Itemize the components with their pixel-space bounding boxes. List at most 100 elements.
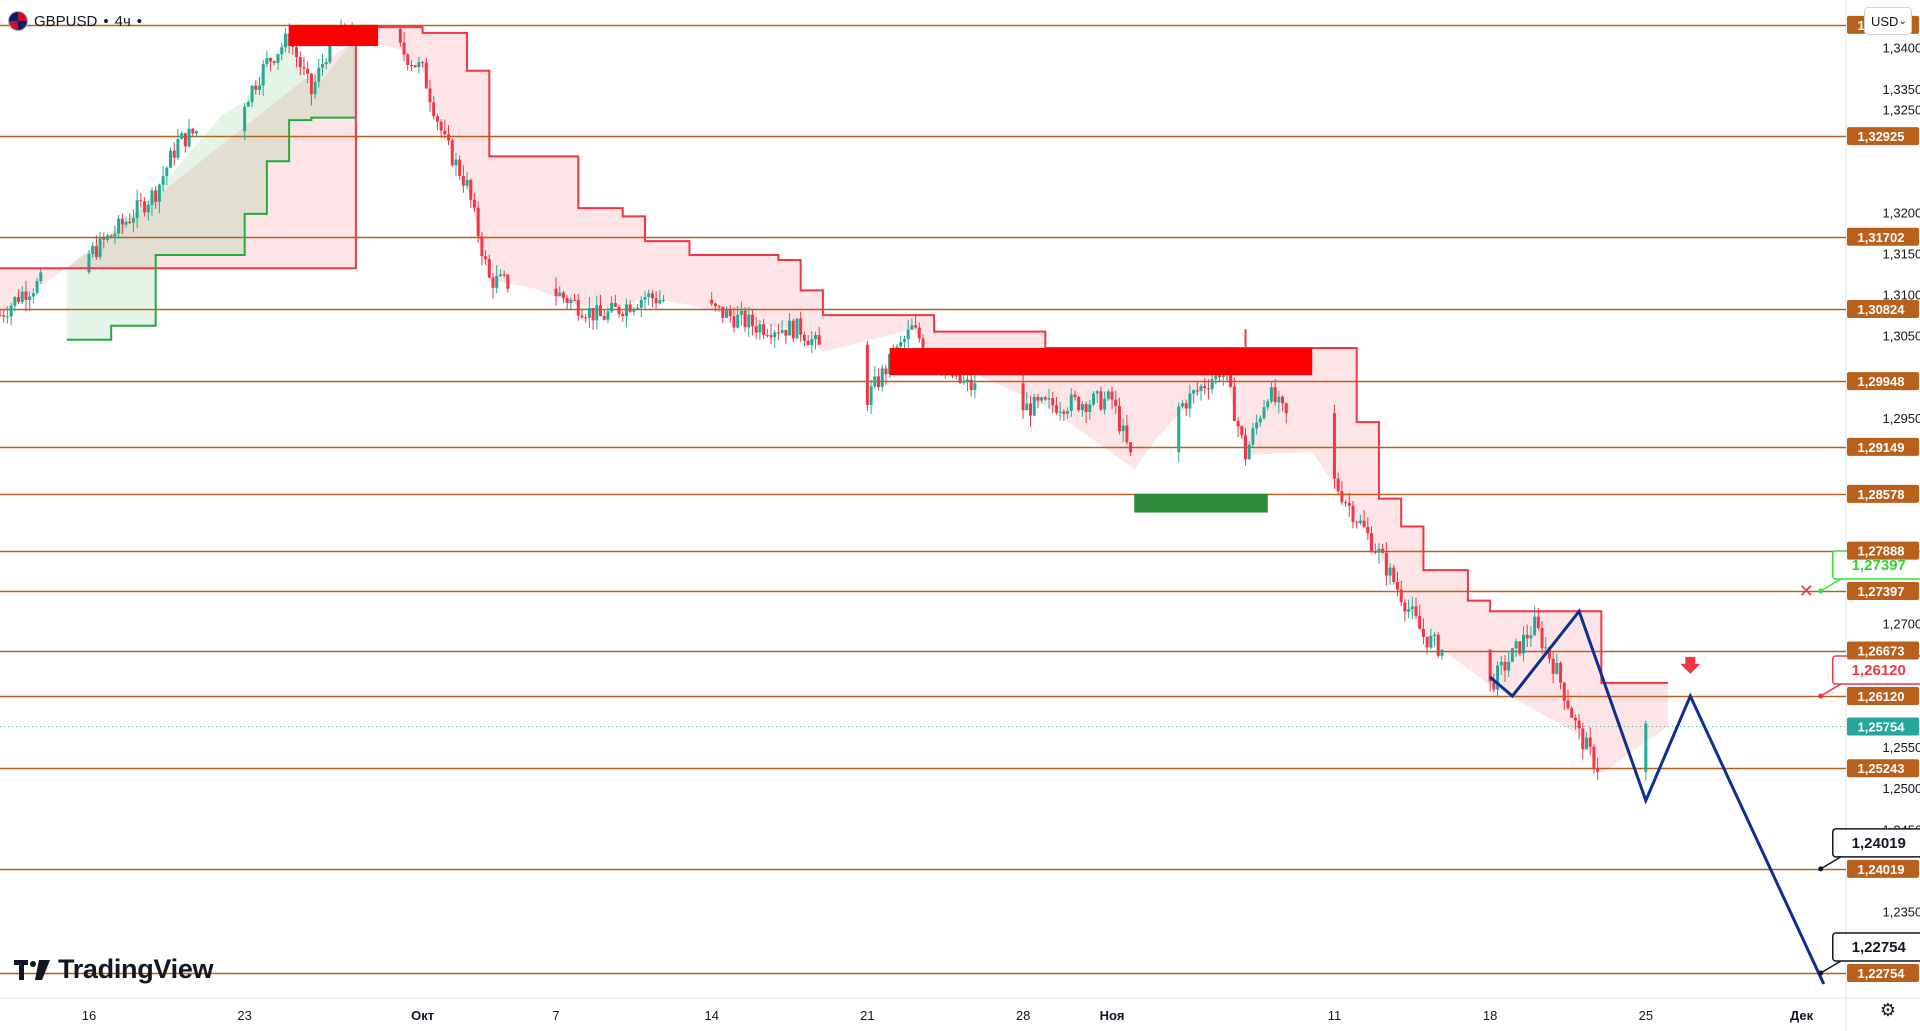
price-tick-label: 1,32000 [1883, 205, 1920, 220]
candle-body [906, 329, 910, 340]
candle-body [146, 204, 150, 213]
candle-body [283, 33, 287, 48]
candle-body [183, 133, 187, 147]
candle-body [428, 88, 432, 103]
candle-body [421, 62, 425, 64]
candle-body [1496, 665, 1500, 690]
candle-body [1266, 401, 1270, 408]
candle-body [914, 325, 918, 328]
candle-body [1232, 386, 1236, 421]
time-tick-label: 28 [1016, 1008, 1030, 1023]
candle-body [613, 303, 617, 307]
currency-select[interactable]: USD ⌄ [1864, 7, 1912, 35]
candle-body [1206, 388, 1210, 390]
candle-body [1551, 658, 1555, 674]
price-tick-label: 1,33500 [1883, 82, 1920, 97]
candle-body [962, 381, 966, 383]
candle-body [591, 307, 595, 321]
candle-body [1347, 503, 1351, 506]
candle-body [1125, 425, 1129, 443]
candle-body [113, 233, 117, 237]
level-label-bg [1847, 687, 1919, 706]
candle-body [754, 326, 758, 333]
candle-body [1236, 420, 1240, 427]
candle-body [1566, 700, 1570, 709]
level-label-bg [1847, 859, 1919, 878]
chevron-down-icon: ⌄ [1898, 15, 1907, 27]
candle-body [1436, 634, 1440, 656]
candle-body [1032, 396, 1036, 416]
candle-body [269, 58, 273, 62]
candle-body [1366, 526, 1370, 534]
callout-leader [1820, 578, 1842, 592]
level-label: 1,26120 [1858, 689, 1905, 704]
candle-body [24, 291, 28, 301]
tradingview-logo: TradingView [14, 954, 214, 985]
candle-body [658, 299, 662, 304]
candle-body [1255, 422, 1259, 429]
candle-body [1247, 444, 1251, 460]
candle-body [713, 303, 717, 307]
candle-body [176, 139, 180, 158]
candle-body [580, 315, 584, 318]
callout-label: 1,27397 [1852, 557, 1906, 574]
candle-body [35, 280, 39, 293]
settings-gear-icon[interactable]: ⚙ [1879, 999, 1897, 1020]
logo-text: TradingView [58, 954, 214, 984]
candle-body [487, 259, 491, 278]
candle-body [1577, 720, 1581, 729]
level-label: 1,30824 [1858, 302, 1906, 317]
candle-body [791, 320, 795, 339]
symbol-header[interactable]: GBPUSD • 4ч • [8, 8, 142, 34]
candle-body [1243, 435, 1247, 460]
candle-body [291, 45, 295, 48]
candle-body [0, 315, 2, 317]
candle-body [265, 58, 269, 65]
candle-body [1373, 551, 1377, 553]
candle-body [624, 304, 628, 317]
candle-body [725, 310, 729, 318]
candle-body [921, 338, 925, 350]
candle-body [1203, 386, 1207, 389]
level-label: 1,25243 [1858, 761, 1905, 776]
close-x-icon: ✕ [1799, 581, 1814, 602]
candle-body [1092, 393, 1096, 405]
candle-body [157, 184, 161, 202]
candle-body [139, 200, 143, 202]
candle-body [584, 317, 588, 319]
price-tick-label: 1,25000 [1883, 781, 1920, 796]
candle-body [1377, 548, 1381, 553]
price-callout: 1,22754 [1818, 932, 1920, 976]
candle-body [1510, 648, 1514, 662]
candle-body [1392, 567, 1396, 582]
callout-dot [1818, 970, 1824, 976]
candle-body [447, 134, 451, 141]
candle-body [413, 65, 417, 68]
candle-body [1192, 390, 1196, 394]
candle-body [454, 159, 458, 166]
candle-body [105, 235, 109, 240]
candle-body [1262, 407, 1266, 419]
candle-body [873, 376, 877, 387]
candle-body [476, 207, 480, 237]
candle-body [758, 324, 762, 333]
candle-body [102, 237, 106, 240]
candle-body [1370, 533, 1374, 552]
candle-body [317, 67, 321, 82]
candle-body [1273, 387, 1277, 403]
candle-body [313, 81, 317, 95]
candle-body [1121, 425, 1125, 432]
candle-body [1518, 641, 1522, 654]
trailing-stop-red-fill [0, 27, 1669, 774]
candle-body [1585, 737, 1589, 750]
candle-body [773, 332, 777, 338]
candle-body [1499, 661, 1503, 666]
candle-body [869, 386, 873, 406]
projection-path [1489, 608, 1826, 985]
candle-body [117, 218, 121, 234]
time-tick-label: 25 [1639, 1008, 1653, 1023]
candle-body [1395, 581, 1399, 590]
candle-body [1488, 649, 1492, 682]
candle-body [710, 299, 714, 304]
